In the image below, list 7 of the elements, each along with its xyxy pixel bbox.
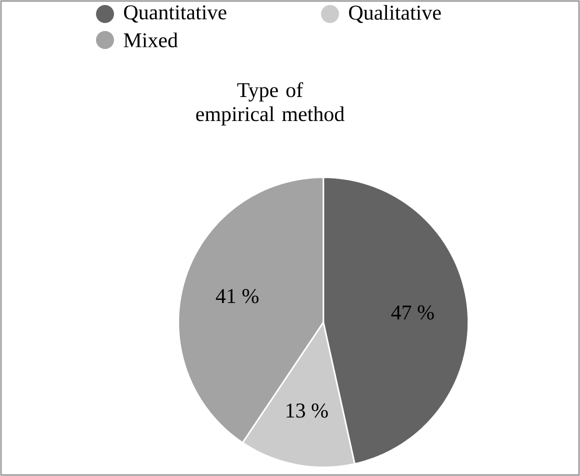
text: Type of empirical method [196, 82, 344, 126]
data-label: 47 % [391, 305, 434, 320]
legend-label: Mixed [124, 32, 178, 48]
data-label: 13 % [286, 403, 328, 418]
legend-label: Qualitative [349, 4, 441, 23]
data-label: 41 % [216, 288, 258, 304]
legend-label: Quantitative [124, 5, 226, 23]
